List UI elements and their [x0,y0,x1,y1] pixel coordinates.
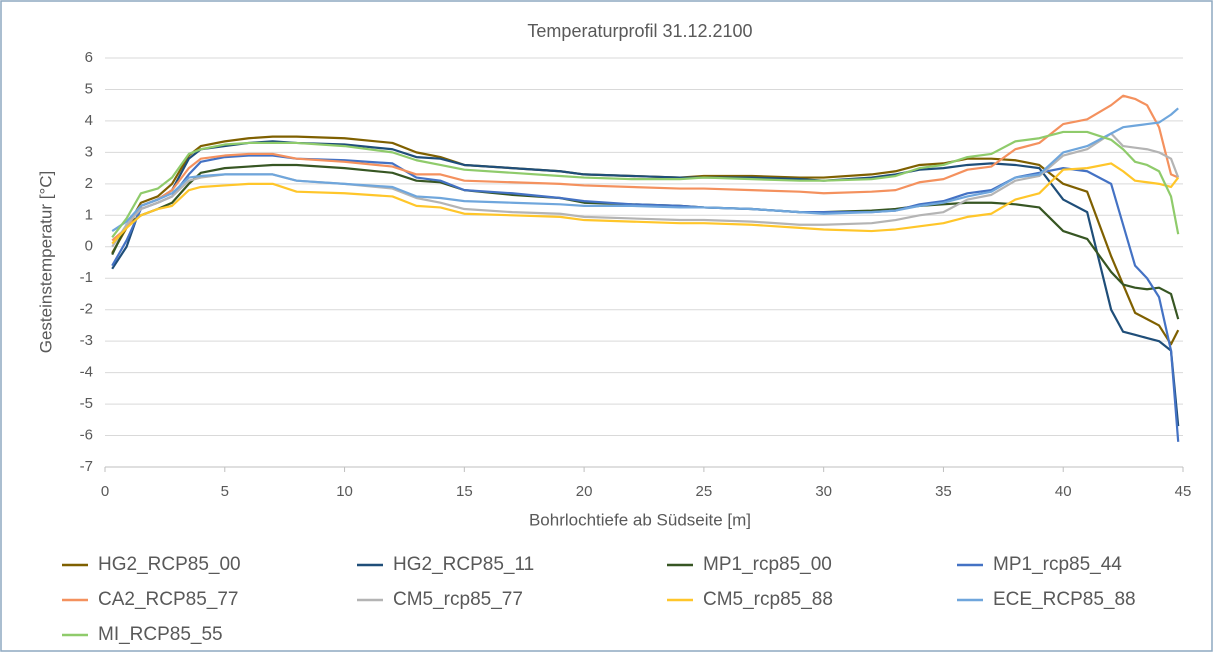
legend-label: MP1_rcp85_44 [993,554,1122,575]
series-line [111,162,1180,245]
legend-label: MP1_rcp85_00 [703,554,832,575]
x-tick-label: 15 [456,483,473,500]
y-tick-label: 2 [85,175,93,192]
y-tick-label: -5 [80,395,93,412]
x-tick-label: 10 [336,483,353,500]
x-tick-label: 5 [221,483,229,500]
y-tick-label: 3 [85,143,93,160]
x-tick-label: 20 [576,483,593,500]
x-axis-title: Bohrlochtiefe ab Südseite [m] [529,510,751,529]
series-line [111,130,1180,238]
y-tick-label: -2 [80,301,93,318]
y-tick-label: -7 [80,458,93,475]
legend-label: ECE_RCP85_88 [993,589,1136,610]
x-tick-label: 25 [696,483,713,500]
y-tick-label: 1 [85,206,93,223]
legend-label: MI_RCP85_55 [98,624,223,645]
y-tick-label: 4 [85,112,93,129]
y-tick-label: -3 [80,332,93,349]
legend-label: CM5_rcp85_77 [393,589,523,610]
chart-title: Temperaturprofil 31.12.2100 [527,21,752,41]
y-tick-label: 0 [85,238,93,255]
y-tick-label: 5 [85,80,93,97]
y-tick-label: -1 [80,269,93,286]
y-tick-label: -6 [80,427,93,444]
y-tick-label: 6 [85,49,93,66]
legend-label: HG2_RCP85_11 [393,554,534,575]
y-tick-label: -4 [80,364,93,381]
legend-label: HG2_RCP85_00 [98,554,241,575]
series-line [111,94,1179,242]
x-tick-label: 30 [815,483,832,500]
series-line [111,107,1179,232]
x-tick-label: 45 [1175,483,1192,500]
legend-label: CM5_rcp85_88 [703,589,833,610]
y-axis-title: Gesteinstemperatur [°C] [36,171,55,354]
x-tick-label: 0 [101,483,109,500]
x-tick-label: 40 [1055,483,1072,500]
x-tick-label: 35 [935,483,952,500]
legend-label: CA2_RCP85_77 [98,589,238,610]
